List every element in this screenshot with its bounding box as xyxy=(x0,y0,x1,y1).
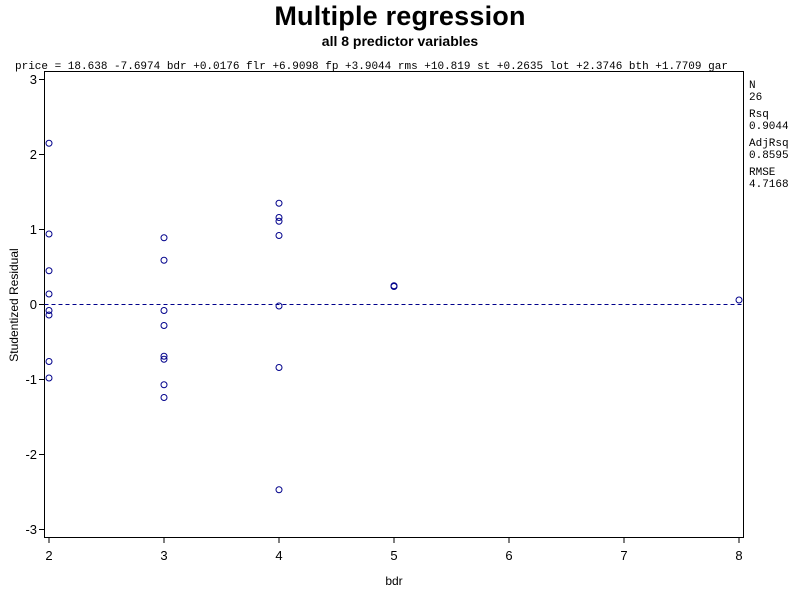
data-point xyxy=(735,296,743,304)
y-axis-ticks: -3 -2 -1 0 1 2 3 xyxy=(25,72,45,537)
data-point xyxy=(390,283,398,290)
data-points xyxy=(45,139,743,494)
data-point xyxy=(160,256,168,264)
data-point xyxy=(275,199,283,207)
data-point xyxy=(45,358,53,365)
x-tick-label: 2 xyxy=(45,548,52,563)
x-tick-label: 4 xyxy=(275,548,282,563)
data-point xyxy=(160,322,168,329)
y-tick-label: -3 xyxy=(25,522,37,537)
x-tick-label: 7 xyxy=(620,548,627,563)
y-tick-label: 3 xyxy=(30,72,37,87)
stat-n: N 26 xyxy=(749,80,799,104)
data-point xyxy=(275,214,283,221)
stat-label: AdjRsq xyxy=(749,138,789,150)
fit-statistics: N 26 Rsq 0.9044 AdjRsq 0.8595 RMSE 4.716… xyxy=(749,80,799,196)
data-point xyxy=(45,230,53,238)
regression-equation: price = 18.638 -7.6974 bdr +0.0176 flr +… xyxy=(15,61,728,73)
stat-value: 26 xyxy=(749,92,763,104)
data-point xyxy=(160,307,168,314)
data-point xyxy=(45,290,53,298)
data-point xyxy=(45,374,53,382)
stat-value: 0.8595 xyxy=(749,150,789,162)
data-point xyxy=(45,311,53,319)
stat-rsq: Rsq 0.9044 xyxy=(749,109,799,133)
chart-title: Multiple regression xyxy=(274,1,526,31)
y-tick-label: -1 xyxy=(25,372,37,387)
plot-frame xyxy=(44,71,744,538)
stat-value: 0.9044 xyxy=(749,121,789,133)
data-point xyxy=(160,394,168,401)
x-tick-label: 8 xyxy=(735,548,742,563)
y-tick-label: 2 xyxy=(30,147,37,162)
stat-label: Rsq xyxy=(749,109,769,121)
data-point xyxy=(275,232,283,239)
x-tick-label: 6 xyxy=(505,548,512,563)
x-axis-ticks: 2 3 4 5 6 7 8 xyxy=(45,537,743,563)
data-point xyxy=(160,355,168,363)
stat-value: 4.7168 xyxy=(749,179,789,191)
stat-label: RMSE xyxy=(749,167,776,179)
y-tick-label: -2 xyxy=(25,447,37,462)
data-point xyxy=(275,302,283,310)
x-tick-label: 5 xyxy=(390,548,397,563)
stat-rmse: RMSE 4.7168 xyxy=(749,167,799,191)
x-tick-label: 3 xyxy=(160,548,167,563)
data-point xyxy=(45,307,53,314)
x-axis-label: bdr xyxy=(385,574,403,588)
data-point xyxy=(275,217,283,225)
data-point xyxy=(45,267,53,275)
data-point xyxy=(160,381,168,389)
data-point xyxy=(160,352,168,360)
data-point xyxy=(275,486,283,494)
stat-label: N xyxy=(749,80,756,92)
chart-subtitle: all 8 predictor variables xyxy=(321,33,479,49)
data-point xyxy=(160,234,168,242)
y-tick-label: 0 xyxy=(30,297,37,312)
data-point xyxy=(275,364,283,371)
y-tick-label: 1 xyxy=(30,222,37,237)
stat-adjrsq: AdjRsq 0.8595 xyxy=(749,138,799,162)
data-point xyxy=(45,139,53,147)
